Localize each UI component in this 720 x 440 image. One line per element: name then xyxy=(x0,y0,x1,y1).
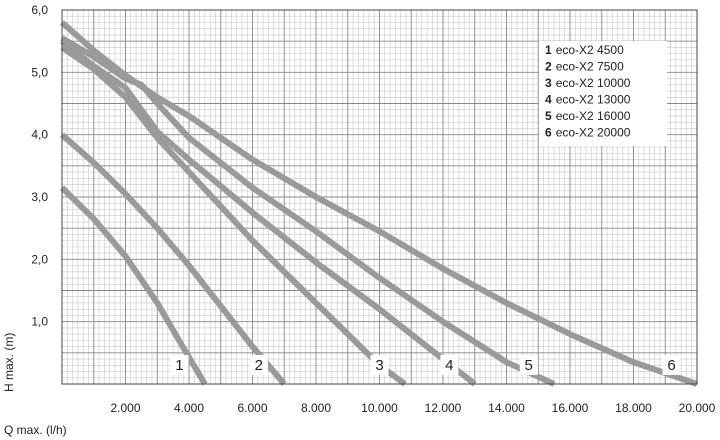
x-tick-label: 10.000 xyxy=(361,401,398,415)
x-tick-label: 2.000 xyxy=(110,401,140,415)
curve-label-backing xyxy=(170,355,189,375)
y-tick-label: 2,0 xyxy=(31,252,48,266)
legend-entry-number: 2 xyxy=(545,60,552,74)
legend-entry-number: 3 xyxy=(545,76,552,90)
legend-entry-name: eco-X2 20000 xyxy=(556,126,631,140)
x-tick-labels: 2.000 4.000 6.000 8.000 10.000 12.000 14.000 16… xyxy=(110,401,715,415)
legend: 1 eco-X2 4500 2 eco-X2 7500 3 eco-X2 10000 4 ec… xyxy=(539,41,667,146)
curve-6 xyxy=(60,20,698,387)
pump-curves xyxy=(59,20,698,387)
curve-label-number: 1 xyxy=(175,357,183,374)
legend-entry-name: eco-X2 16000 xyxy=(556,109,631,123)
plot-frame xyxy=(61,9,698,385)
legend-entry-6: 6 eco-X2 20000 xyxy=(545,126,631,140)
curve-label-4: 4 xyxy=(440,355,459,375)
curve-label-5: 5 xyxy=(519,355,538,375)
curve-label-number: 3 xyxy=(375,357,383,374)
legend-entry-number: 6 xyxy=(545,126,552,140)
curve-number-labels: 1 2 3 4 5 6 xyxy=(170,355,681,375)
curve-4 xyxy=(60,38,477,387)
legend-entry-5: 5 eco-X2 16000 xyxy=(545,109,631,123)
y-tick-label: 5,0 xyxy=(31,65,48,79)
legend-entry-name: eco-X2 13000 xyxy=(556,93,631,107)
curve-label-backing xyxy=(440,355,459,375)
curve-label-3: 3 xyxy=(370,355,389,375)
legend-entry-1: 1 eco-X2 4500 xyxy=(545,43,624,57)
curve-label-number: 5 xyxy=(525,357,533,374)
legend-entry-number: 1 xyxy=(545,43,552,57)
y-tick-label: 6,0 xyxy=(31,3,48,17)
y-tick-label: 3,0 xyxy=(31,190,48,204)
curve-label-backing xyxy=(519,355,538,375)
curve-2 xyxy=(60,132,287,386)
x-tick-label: 6.000 xyxy=(237,401,267,415)
legend-entry-2: 2 eco-X2 7500 xyxy=(545,60,624,74)
y-tick-labels: 1,0 2,0 3,0 4,0 5,0 6,0 xyxy=(31,3,48,329)
legend-entry-3: 3 eco-X2 10000 xyxy=(545,76,631,90)
legend-entry-name: eco-X2 4500 xyxy=(556,43,624,57)
y-tick-label: 1,0 xyxy=(31,315,48,329)
curve-label-number: 4 xyxy=(445,357,453,374)
curve-label-backing xyxy=(249,355,268,375)
x-tick-label: 8.000 xyxy=(301,401,331,415)
y-axis-title: H max. (m) xyxy=(2,333,16,392)
x-tick-label: 16.000 xyxy=(552,401,589,415)
y-tick-label: 4,0 xyxy=(31,128,48,142)
curve-3 xyxy=(60,44,407,387)
x-axis-title: Q max. (l/h) xyxy=(4,423,67,437)
curve-label-6: 6 xyxy=(662,355,681,375)
legend-entry-number: 4 xyxy=(545,93,552,107)
x-tick-label: 14.000 xyxy=(488,401,525,415)
legend-entry-number: 5 xyxy=(545,109,552,123)
legend-entry-name: eco-X2 7500 xyxy=(556,60,624,74)
curve-1 xyxy=(59,185,208,386)
curve-label-2: 2 xyxy=(249,355,268,375)
x-tick-label: 18.000 xyxy=(615,401,652,415)
curve-label-backing xyxy=(370,355,389,375)
curve-label-backing xyxy=(662,355,681,375)
x-tick-label: 4.000 xyxy=(174,401,204,415)
curve-label-number: 2 xyxy=(255,357,263,374)
x-tick-label: 12.000 xyxy=(425,401,462,415)
curve-label-number: 6 xyxy=(667,357,675,374)
legend-background xyxy=(539,41,667,146)
curve-label-1: 1 xyxy=(170,355,189,375)
x-tick-label: 20.000 xyxy=(679,401,716,415)
legend-entry-4: 4 eco-X2 13000 xyxy=(545,93,631,107)
legend-entry-name: eco-X2 10000 xyxy=(556,76,631,90)
